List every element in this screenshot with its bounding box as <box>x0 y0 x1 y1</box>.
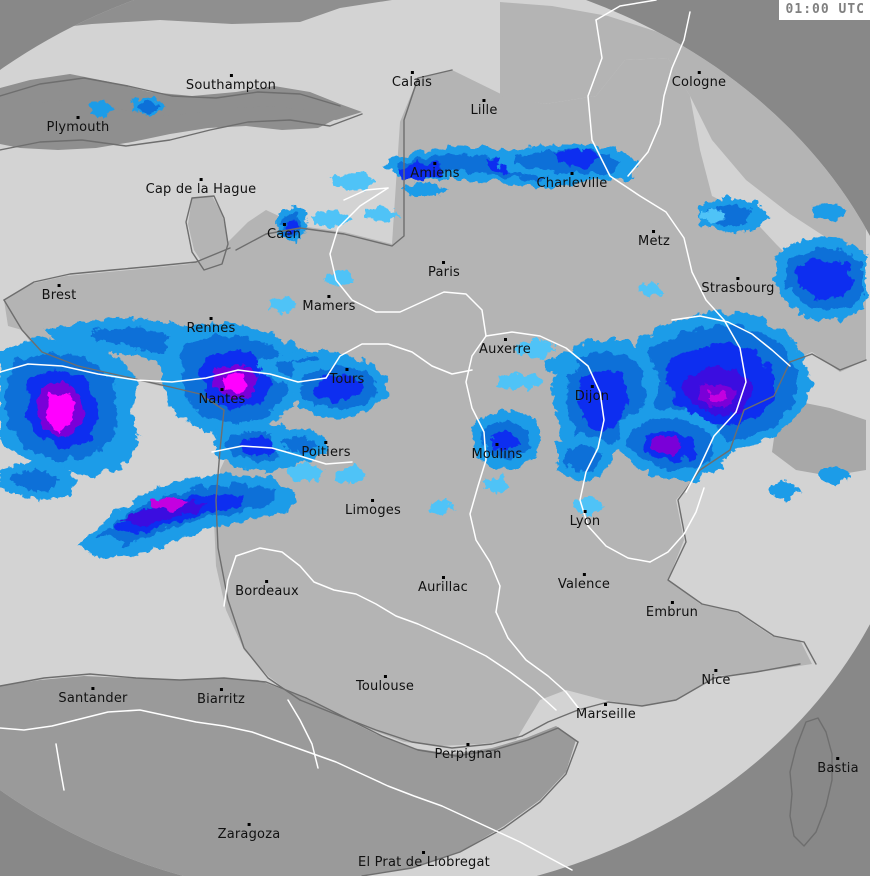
echo-cluster-rennes-nantes <box>160 322 306 436</box>
landmass-alps-italy <box>772 400 866 476</box>
echo-amiens-scatter <box>330 172 448 222</box>
echo-cluster-charleville <box>498 144 640 182</box>
landmass-benelux-germany <box>500 2 866 264</box>
landmass-cornwall <box>0 100 338 150</box>
echo-scatter-misc <box>430 282 850 516</box>
echo-cluster-strasbourg <box>774 238 866 320</box>
region-borders <box>0 0 791 871</box>
echo-cluster-channel-isles <box>90 96 166 118</box>
echo-cluster-moulins <box>470 410 542 470</box>
echo-brittany-scatter-south <box>0 462 78 500</box>
landmass-cotentin <box>188 196 228 268</box>
landmass-iberia <box>0 676 576 876</box>
echo-scatter-normandy <box>270 270 354 314</box>
echo-strasbourg-north-spur <box>700 202 848 224</box>
echo-cluster-vendee-band <box>78 474 296 558</box>
landmass-brittany <box>4 232 248 330</box>
echo-cluster-tours <box>288 356 388 418</box>
coastlines <box>0 69 867 876</box>
echo-cluster-poitiers <box>270 428 368 484</box>
echo-vendee-south-tail <box>86 534 124 558</box>
precipitation-layer <box>0 96 866 558</box>
timestamp-badge: 01:00 UTC <box>778 0 870 20</box>
